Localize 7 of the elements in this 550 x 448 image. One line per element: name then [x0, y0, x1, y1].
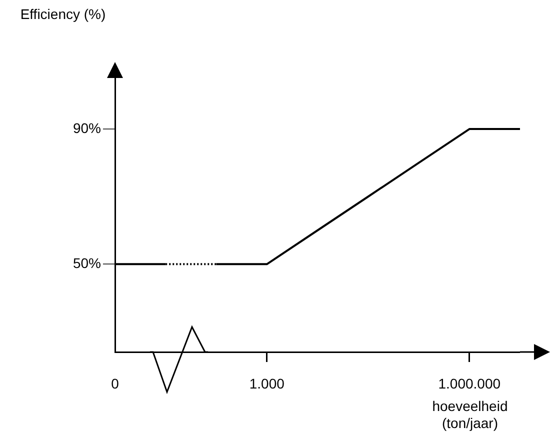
x-tick-label: 1.000: [249, 375, 285, 392]
x-tick-label: 1.000.000: [438, 375, 501, 392]
x-tick-label: 0: [111, 375, 120, 392]
y-tick-label: 90%: [72, 120, 101, 136]
y-axis-title: Efficiency (%): [19, 6, 107, 23]
y-tick-label: 50%: [72, 255, 101, 272]
x-axis-title: hoeveelheid (ton/jaar): [431, 398, 509, 432]
